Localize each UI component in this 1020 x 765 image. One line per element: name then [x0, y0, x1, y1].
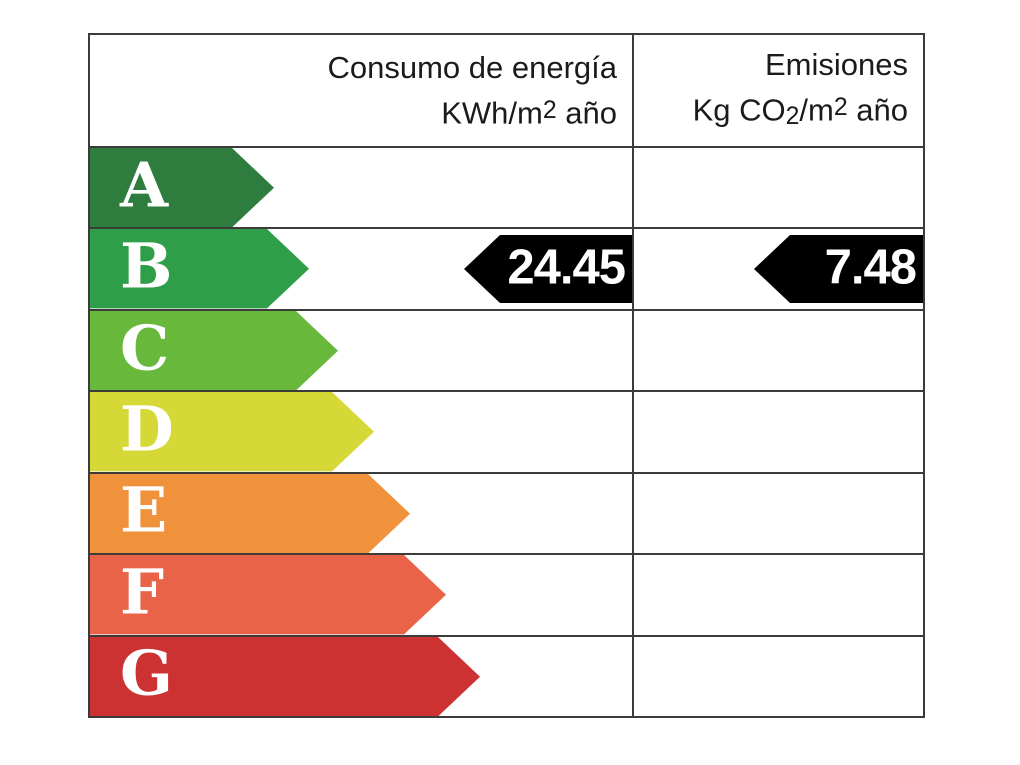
consumo-value: 24.45	[507, 240, 626, 295]
rating-f-letter: F	[120, 555, 165, 629]
consumo-pointer-arrow-icon	[464, 235, 632, 304]
rating-e-letter: E	[120, 473, 168, 547]
rating-b-arrow	[90, 229, 309, 309]
rating-e-emisiones-cell	[632, 473, 923, 554]
rating-d-emisiones-cell	[632, 392, 923, 472]
rating-g-cell: G	[90, 636, 632, 716]
emisiones-title: Emisiones	[765, 46, 908, 82]
rating-c-arrow	[90, 310, 338, 391]
energy-rating-table: Consumo de energía KWh/m2 año Emisiones …	[88, 33, 925, 718]
rating-b-cell: B 24.45	[90, 229, 632, 309]
consumo-column-header: Consumo de energía KWh/m2 año	[90, 35, 632, 146]
emisiones-units: Kg CO2/m2 año	[692, 92, 908, 131]
rating-b-letter: B	[120, 229, 173, 303]
rating-row-b: B 24.45 7.48	[90, 227, 923, 309]
rating-c-letter: C	[120, 311, 170, 385]
emisiones-pointer-arrow-icon	[754, 235, 923, 304]
consumo-title: Consumo de energía	[327, 50, 617, 86]
table-header: Consumo de energía KWh/m2 año Emisiones …	[90, 35, 923, 146]
rating-a-letter: A	[120, 148, 169, 222]
rating-g-letter: G	[120, 636, 173, 710]
rating-c-cell: C	[90, 310, 632, 391]
rating-e-arrow	[90, 473, 410, 554]
rating-row-d: D	[90, 390, 923, 472]
rating-row-f: F	[90, 553, 923, 635]
rating-d-arrow	[90, 392, 374, 472]
emisiones-column-header: Emisiones Kg CO2/m2 año	[632, 35, 923, 146]
emisiones-value-pointer: 7.48	[754, 235, 923, 304]
rating-row-a: A	[90, 146, 923, 228]
rating-d-cell: D	[90, 392, 632, 472]
rating-row-e: E	[90, 471, 923, 554]
rating-d-letter: D	[120, 392, 174, 466]
emisiones-value: 7.48	[824, 240, 917, 295]
consumo-units: KWh/m2 año	[441, 95, 617, 131]
rating-g-arrow	[90, 636, 480, 716]
rating-a-arrow	[90, 148, 274, 228]
rating-a-cell: A	[90, 148, 632, 228]
rating-c-emisiones-cell	[632, 310, 923, 391]
rating-e-cell: E	[90, 473, 632, 554]
consumo-value-pointer: 24.45	[464, 235, 632, 304]
rating-a-emisiones-cell	[632, 148, 923, 228]
rating-row-c: C	[90, 308, 923, 391]
rating-g-emisiones-cell	[632, 636, 923, 716]
rating-f-cell: F	[90, 555, 632, 635]
rating-row-g: G	[90, 634, 923, 716]
rating-b-emisiones-cell: 7.48	[632, 229, 923, 309]
rating-f-arrow	[90, 555, 446, 635]
rating-f-emisiones-cell	[632, 555, 923, 635]
